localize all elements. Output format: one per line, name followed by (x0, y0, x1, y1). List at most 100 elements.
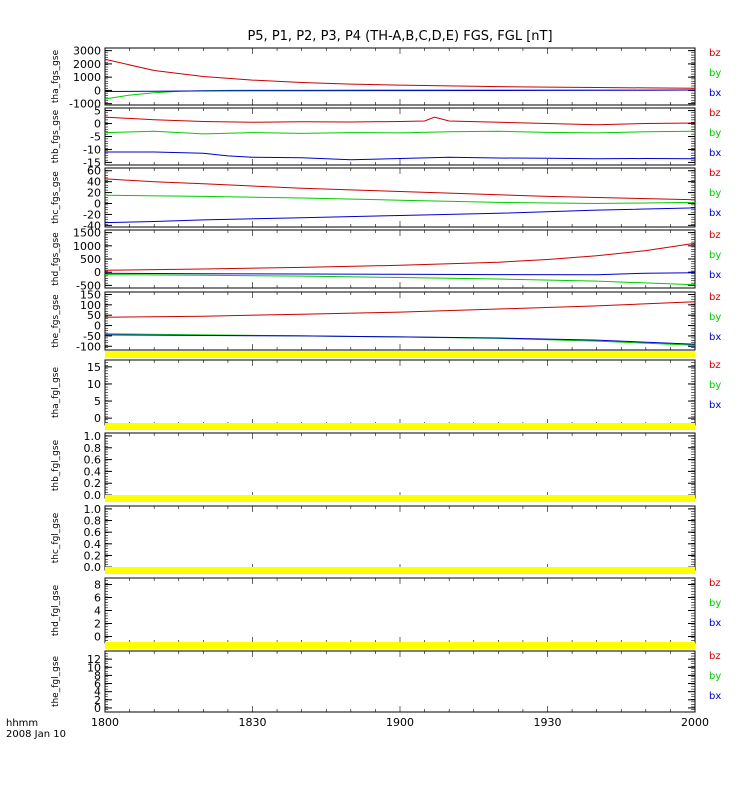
panel-frame (104, 577, 696, 644)
x-tick-label: 1800 (91, 716, 119, 729)
legend-bx: bx (709, 208, 721, 219)
y-tick-label: 150 (80, 288, 101, 301)
series-line-bz (104, 58, 696, 89)
y-tick-label: -100 (76, 340, 101, 353)
y-tick-label: 0 (94, 412, 101, 425)
y-tick-label: 0.4 (84, 538, 102, 551)
y-tick-label: 0 (94, 631, 101, 644)
legend-bx: bx (709, 148, 721, 159)
y-tick-label: -50 (83, 330, 101, 343)
legend-by: by (709, 671, 721, 682)
panel-frame (104, 505, 696, 571)
y-tick-label: 0 (94, 702, 101, 715)
missing-data-band (105, 351, 695, 358)
legend-bx: bx (709, 88, 721, 99)
y-tick-label: 4 (94, 686, 101, 699)
y-tick-label: 0 (94, 320, 101, 333)
y-tick-label: 8 (94, 669, 101, 682)
y-tick-label: 0.6 (84, 526, 102, 539)
panel-tha_fgl_gse: 15 10 5 0 tha_fgl_gse bz by bx (51, 351, 721, 426)
y-axis-label: thc_fgl_gse (51, 512, 61, 563)
missing-data-band (105, 495, 695, 502)
y-tick-label: 5 (94, 105, 101, 118)
y-tick-label: 0 (94, 84, 101, 97)
series-line-by (104, 130, 696, 135)
legend-by: by (709, 380, 721, 391)
legend-bz: bz (709, 108, 721, 119)
y-axis-label: the_fgs_gse (51, 294, 61, 348)
y-tick-label: 0 (94, 198, 101, 211)
legend-bx: bx (709, 400, 721, 411)
panel-frame (104, 47, 696, 106)
y-tick-label: 500 (80, 253, 101, 266)
y-tick-label: 1000 (73, 240, 101, 253)
y-tick-label: 0.6 (84, 454, 102, 467)
legend-bx: bx (709, 618, 721, 629)
legend-bz: bz (709, 168, 721, 179)
y-tick-label: 60 (87, 165, 101, 178)
y-tick-label: 6 (94, 678, 101, 691)
legend-bz: bz (709, 651, 721, 662)
y-tick-label: 6 (94, 592, 101, 605)
y-tick-label: 1500 (73, 227, 101, 240)
y-tick-label: 2 (94, 694, 101, 707)
y-axis-label: thc_fgs_gse (51, 171, 61, 224)
y-tick-label: 4 (94, 605, 101, 618)
series-line-bz (104, 301, 696, 318)
y-tick-label: 1.0 (84, 430, 102, 443)
chart-title: P5, P1, P2, P3, P4 (TH-A,B,C,D,E) FGS, F… (247, 29, 552, 44)
legend-bz: bz (709, 230, 721, 241)
y-tick-label: 10 (87, 378, 101, 391)
y-tick-label: 5 (94, 395, 101, 408)
legend-by: by (709, 68, 721, 79)
legend-by: by (709, 312, 721, 323)
y-tick-label: 40 (87, 176, 101, 189)
y-tick-label: 0 (94, 266, 101, 279)
y-tick-label: 0.0 (84, 561, 102, 574)
y-tick-label: 0.8 (84, 515, 102, 528)
panel-thb_fgl_gse: 1.00.80.60.40.20.0 thb_fgl_gse (51, 423, 696, 502)
legend-bx: bx (709, 691, 721, 702)
x-tick-label: 2000 (681, 716, 709, 729)
y-tick-label: 20 (87, 187, 101, 200)
panel-thb_fgs_gse: 50-5-10-15 thb_fgs_gse bz by bx (51, 105, 721, 170)
legend-bz: bz (709, 578, 721, 589)
y-tick-label: 8 (94, 579, 101, 592)
series-line-bx (104, 207, 696, 224)
y-tick-label: 50 (87, 309, 101, 322)
y-tick-label: 0.0 (84, 489, 102, 502)
y-tick-label: -15 (83, 156, 101, 169)
y-tick-label: -10 (83, 143, 101, 156)
legend-by: by (709, 188, 721, 199)
legend-bx: bx (709, 270, 721, 281)
y-axis-label: tha_fgs_gse (51, 49, 61, 103)
y-tick-label: 2 (94, 618, 101, 631)
legend-by: by (709, 250, 721, 261)
panel-frame (104, 229, 696, 289)
y-axis-label: thb_fgl_gse (51, 439, 61, 491)
y-tick-label: 15 (87, 361, 101, 374)
y-tick-label: 10 (87, 661, 101, 674)
y-axis-label: tha_fgl_gse (51, 367, 61, 419)
series-line-by (104, 274, 696, 286)
y-axis-label: thd_fgl_gse (51, 584, 61, 636)
x-axis-date: 2008 Jan 10 (6, 729, 66, 740)
y-tick-label: -500 (76, 279, 101, 292)
y-tick-label: 2000 (73, 58, 101, 71)
legend-bz: bz (709, 360, 721, 371)
y-axis-label: thd_fgs_gse (51, 232, 61, 286)
y-tick-label: -20 (83, 208, 101, 221)
y-tick-label: 0.4 (84, 465, 102, 478)
y-tick-label: 0.2 (84, 477, 102, 490)
x-axis-label: hhmm (6, 718, 38, 729)
legend-bz: bz (709, 48, 721, 59)
y-tick-label: 0.2 (84, 549, 102, 562)
legend-by: by (709, 598, 721, 609)
